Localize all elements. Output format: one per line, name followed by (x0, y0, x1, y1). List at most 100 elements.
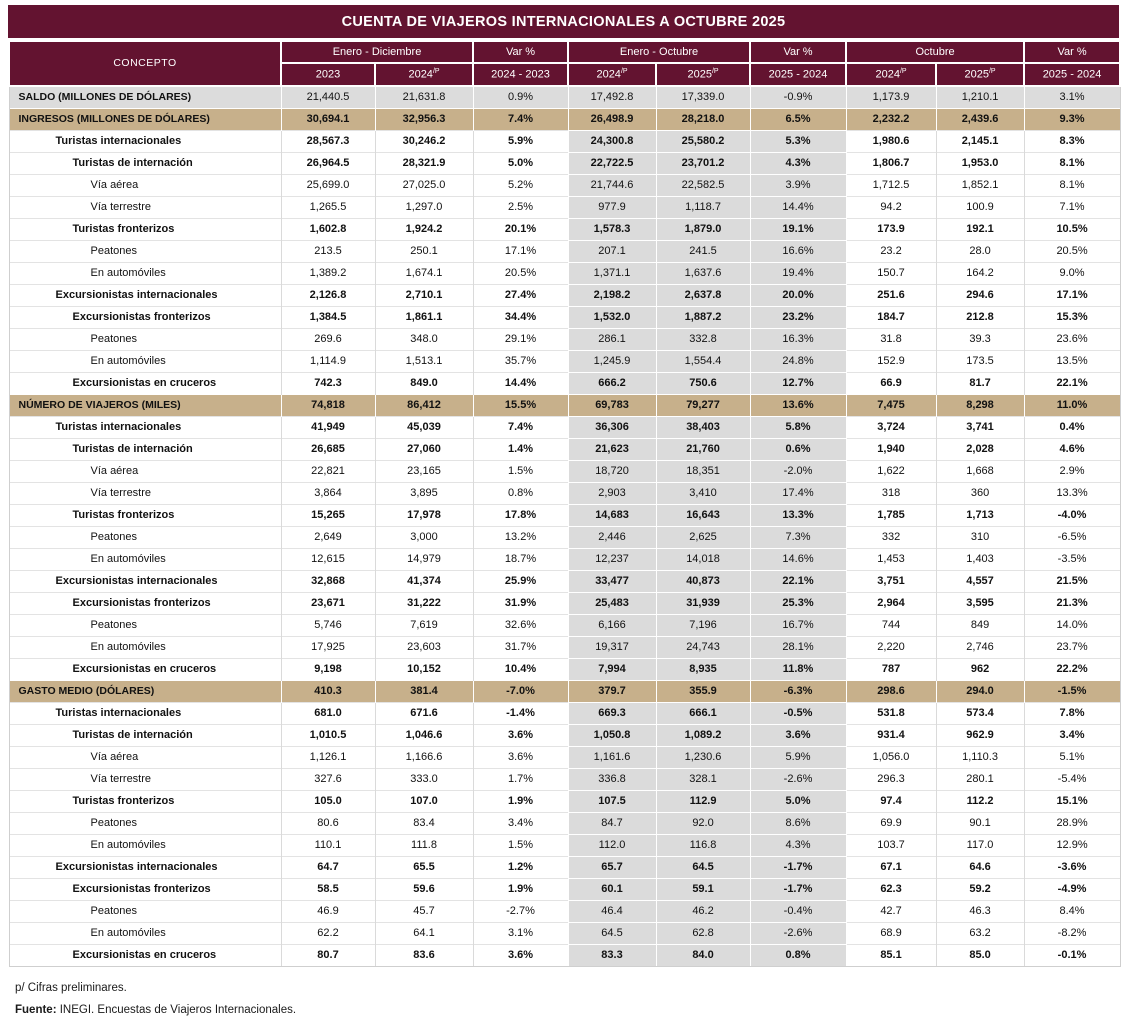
cell-value: 1,806.7 (845, 151, 937, 175)
table-row: En automóviles 17,925 23,603 31.7% 19,317 24,… (8, 635, 1121, 659)
cell-value: 17,978 (374, 503, 474, 527)
cell-value: 83.6 (374, 943, 474, 967)
cell-value: 9,198 (280, 657, 375, 681)
cell-value: 10.4% (472, 657, 569, 681)
cell-value: 251.6 (845, 283, 937, 307)
cell-value: 2,198.2 (567, 283, 657, 307)
cell-value: 14.6% (749, 547, 847, 571)
cell-value: 2,446 (567, 525, 657, 549)
cell-value: 1,953.0 (935, 151, 1025, 175)
table-row: Excursionistas internacionales 64.7 65.5 1.… (8, 855, 1121, 879)
cell-value: 34.4% (472, 305, 569, 329)
cell-value: 17,492.8 (567, 85, 657, 109)
cell-value: 41,374 (374, 569, 474, 593)
cell-value: 4.6% (1023, 437, 1121, 461)
cell-value: 269.6 (280, 327, 375, 351)
cell-value: 84.7 (567, 811, 657, 835)
cell-value: 16,643 (655, 503, 751, 527)
row-label: Peatones (8, 327, 281, 351)
cell-value: 17,925 (280, 635, 375, 659)
table-row: Vía terrestre 3,864 3,895 0.8% 2,903 3,410 17.… (8, 481, 1121, 505)
cell-value: 849 (935, 613, 1025, 637)
cell-value: 1.9% (472, 877, 569, 901)
cell-value: 3.4% (472, 811, 569, 835)
cell-value: 1.7% (472, 767, 569, 791)
cell-value: 348.0 (374, 327, 474, 351)
cell-value: 6.5% (749, 107, 847, 131)
col-header: 2025 - 2024 (1023, 62, 1122, 87)
cell-value: 173.5 (935, 349, 1025, 373)
cell-value: 1,126.1 (280, 745, 375, 769)
cell-value: 22.1% (749, 569, 847, 593)
cell-value: 8.4% (1023, 899, 1121, 923)
row-label: Peatones (8, 811, 281, 835)
cell-value: 24.8% (749, 349, 847, 373)
cell-value: 69.9 (845, 811, 937, 835)
cell-value: 9.3% (1023, 107, 1121, 131)
cell-value: 21.3% (1023, 591, 1121, 615)
cell-value: 3.4% (1023, 723, 1121, 747)
cell-value: 38,403 (655, 415, 751, 439)
cell-value: -0.4% (749, 899, 847, 923)
table-row: NÚMERO DE VIAJEROS (MILES) 74,818 86,412 15… (8, 393, 1121, 417)
table-row: Excursionistas internacionales 32,868 41,3… (8, 569, 1121, 593)
cell-value: 107.0 (374, 789, 474, 813)
cell-value: 62.8 (655, 921, 751, 945)
cell-value: 1,637.6 (655, 261, 751, 285)
cell-value: 355.9 (655, 679, 751, 703)
cell-value: 5.9% (472, 129, 569, 153)
cell-value: 1,513.1 (374, 349, 474, 373)
cell-value: 46.9 (280, 899, 375, 923)
cell-value: 5.0% (472, 151, 569, 175)
cell-value: 10.5% (1023, 217, 1121, 241)
group-header-var3: Var % (1023, 40, 1122, 64)
col-header: 2024/P (845, 62, 938, 87)
cell-value: 2,649 (280, 525, 375, 549)
table-row: INGRESOS (MILLONES DE DÓLARES) 30,694.1 32… (8, 107, 1121, 131)
cell-value: 2,746 (935, 635, 1025, 659)
cell-value: 328.1 (655, 767, 751, 791)
cell-value: 24,300.8 (567, 129, 657, 153)
cell-value: 681.0 (280, 701, 375, 725)
cell-value: 66.9 (845, 371, 937, 395)
cell-value: 4.3% (749, 151, 847, 175)
cell-value: 1,389.2 (280, 261, 375, 285)
cell-value: 81.7 (935, 371, 1025, 395)
cell-value: 25.9% (472, 569, 569, 593)
cell-value: 1,980.6 (845, 129, 937, 153)
cell-value: 0.8% (472, 481, 569, 505)
cell-value: 63.2 (935, 921, 1025, 945)
cell-value: 931.4 (845, 723, 937, 747)
cell-value: 1,879.0 (655, 217, 751, 241)
cell-value: 1,161.6 (567, 745, 657, 769)
cell-value: 3.6% (472, 723, 569, 747)
cell-value: 100.9 (935, 195, 1025, 219)
cell-value: -3.6% (1023, 855, 1121, 879)
cell-value: 13.2% (472, 525, 569, 549)
cell-value: 787 (845, 657, 937, 681)
cell-value: 1,622 (845, 459, 937, 483)
cell-value: 2,637.8 (655, 283, 751, 307)
cell-value: 16.7% (749, 613, 847, 637)
cell-value: 8,935 (655, 657, 751, 681)
cell-value: 29.1% (472, 327, 569, 351)
table-row: SALDO (MILLONES DE DÓLARES) 21,440.5 21,63… (8, 85, 1121, 109)
table-row: Peatones 46.9 45.7 -2.7% 46.4 46.2 -0.4% 42.7 46… (8, 899, 1121, 923)
cell-value: 1,785 (845, 503, 937, 527)
cell-value: 1.5% (472, 833, 569, 857)
cell-value: 2.5% (472, 195, 569, 219)
row-label: Vía terrestre (8, 481, 281, 505)
cell-value: 1,924.2 (374, 217, 474, 241)
row-label: Turistas fronterizos (8, 217, 281, 241)
cell-value: 23.7% (1023, 635, 1121, 659)
row-label: Excursionistas internacionales (8, 569, 281, 593)
row-label: Excursionistas fronterizos (8, 591, 281, 615)
table-row: Turistas de internación 26,685 27,060 1.4% 2… (8, 437, 1121, 461)
row-label: Turistas internacionales (8, 129, 281, 153)
cell-value: 7,619 (374, 613, 474, 637)
cell-value: 1,114.9 (280, 349, 375, 373)
cell-value: 23,671 (280, 591, 375, 615)
row-label: Excursionistas en cruceros (8, 371, 281, 395)
cell-value: 26,685 (280, 437, 375, 461)
cell-value: 74,818 (280, 393, 375, 417)
